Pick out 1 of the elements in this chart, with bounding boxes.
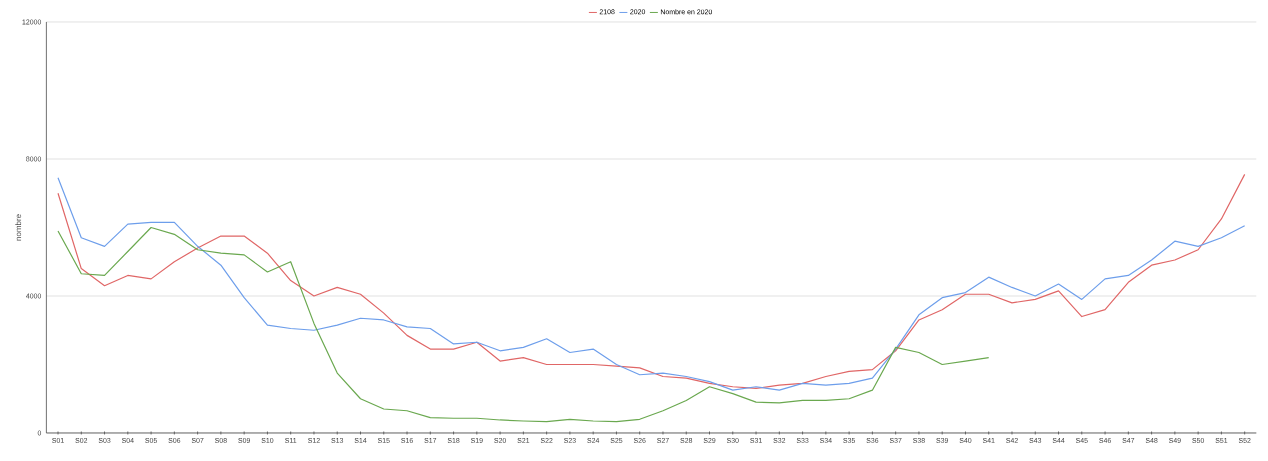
line-series (57, 226, 990, 423)
